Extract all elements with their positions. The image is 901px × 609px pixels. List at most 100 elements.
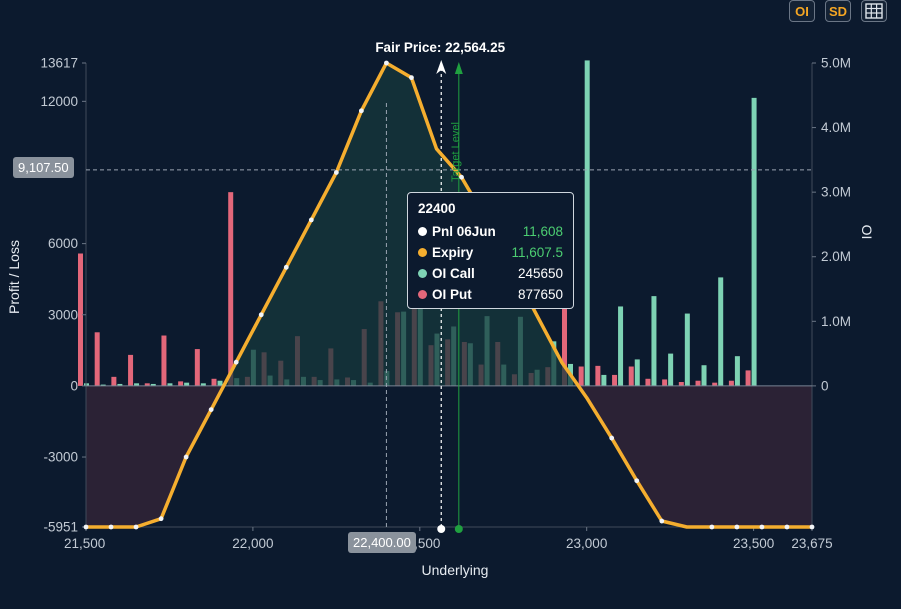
oi-call-bar bbox=[634, 359, 640, 386]
y-tick-label: 0 bbox=[70, 378, 78, 393]
oi-call-bar bbox=[134, 383, 140, 386]
tooltip-row: Expiry 11,607.5 bbox=[418, 242, 563, 263]
y2-tick-label: 5.0M bbox=[821, 56, 851, 71]
y2-tick-label: 2.0M bbox=[821, 249, 851, 264]
payoff-point bbox=[283, 264, 289, 270]
x-tick-label: 23,675 bbox=[791, 536, 832, 551]
crosshair-x-label: 22,400.00 bbox=[348, 532, 416, 553]
payoff-point bbox=[634, 478, 640, 484]
hover-tooltip: 22400 Pnl 06Jun 11,608 Expiry 11,607.5 OI Ca… bbox=[407, 192, 574, 309]
oi-put-bar bbox=[194, 349, 200, 386]
payoff-point bbox=[609, 435, 615, 441]
oi-put-bar bbox=[695, 380, 701, 386]
oi-put-bar bbox=[144, 383, 150, 386]
tooltip-label: Pnl 06Jun bbox=[432, 224, 496, 239]
tooltip-value: 245650 bbox=[517, 266, 563, 281]
oi-toggle-button[interactable]: OI bbox=[789, 0, 815, 22]
fair-price-arrow bbox=[436, 60, 447, 74]
oi-call-bar bbox=[684, 313, 690, 386]
y-tick-label: 3000 bbox=[48, 307, 78, 322]
crosshair-y-label: 9,107.50 bbox=[13, 157, 74, 178]
tooltip-label: Expiry bbox=[432, 245, 474, 260]
oi-call-bar bbox=[618, 306, 624, 386]
oi-put-bar bbox=[94, 332, 100, 386]
target-level-arrow bbox=[454, 62, 463, 74]
oi-put-bar bbox=[662, 379, 668, 386]
oi-call-bar bbox=[751, 97, 757, 386]
payoff-point bbox=[384, 60, 389, 66]
payoff-point bbox=[183, 454, 189, 460]
oi-call-bar bbox=[718, 277, 724, 386]
y-tick-label: -3000 bbox=[43, 450, 78, 465]
tooltip-value: 11,608 bbox=[522, 224, 563, 239]
grid-icon[interactable] bbox=[861, 0, 887, 22]
oi-put-bar bbox=[562, 285, 567, 386]
tooltip-value: 877650 bbox=[517, 287, 563, 302]
legend-dot-icon bbox=[418, 290, 427, 299]
payoff-point bbox=[409, 75, 414, 81]
legend-dot-icon bbox=[418, 248, 427, 257]
payoff-point bbox=[308, 217, 314, 223]
oi-put-bar bbox=[111, 376, 117, 386]
oi-put-bar bbox=[228, 192, 234, 386]
y2-tick-label: 4.0M bbox=[821, 120, 851, 135]
oi-put-bar bbox=[128, 354, 134, 386]
oi-call-bar bbox=[584, 60, 590, 386]
legend-dot-icon bbox=[418, 227, 427, 236]
tooltip-value: 11,607.5 bbox=[511, 245, 563, 260]
x-tick-label: 23,000 bbox=[566, 536, 607, 551]
payoff-line bbox=[86, 61, 812, 529]
oi-put-bar bbox=[712, 382, 718, 386]
tooltip-row: OI Call 245650 bbox=[418, 263, 563, 284]
x-tick-label: 21,500 bbox=[64, 536, 105, 551]
oi-put-bar bbox=[745, 370, 751, 386]
oi-put-bar bbox=[612, 374, 618, 386]
oi-call-bar bbox=[734, 356, 740, 386]
tooltip-row: Pnl 06Jun 11,608 bbox=[418, 221, 563, 242]
payoff-point bbox=[258, 312, 264, 318]
tooltip-label: OI Call bbox=[432, 266, 475, 281]
payoff-point bbox=[734, 524, 740, 530]
oi-put-bar bbox=[678, 382, 684, 386]
oi-call-bar bbox=[651, 296, 657, 386]
oi-call-bar bbox=[184, 382, 190, 386]
y-tick-label: 12000 bbox=[40, 94, 78, 109]
x-tick-label: 23,500 bbox=[733, 536, 774, 551]
toolbar: OI SD bbox=[789, 0, 887, 22]
y-tick-label: 13617 bbox=[40, 56, 78, 71]
y2-tick-label: 0 bbox=[821, 378, 829, 393]
oi-call-bar bbox=[601, 374, 607, 386]
x-tick-label: 22,000 bbox=[232, 536, 273, 551]
oi-put-bar bbox=[645, 378, 651, 386]
y2-tick-label: 1.0M bbox=[821, 314, 851, 329]
oi-call-bar bbox=[217, 380, 223, 386]
oi-put-bar bbox=[595, 365, 601, 386]
y-tick-label: -5951 bbox=[43, 520, 78, 535]
payoff-point bbox=[809, 524, 815, 530]
oi-call-bar bbox=[701, 365, 707, 386]
payoff-point bbox=[158, 516, 164, 522]
payoff-point bbox=[208, 407, 214, 413]
payoff-point bbox=[759, 524, 765, 530]
tooltip-label: OI Put bbox=[432, 287, 472, 302]
oi-call-bar bbox=[167, 383, 173, 386]
payoff-point bbox=[133, 524, 139, 530]
oi-put-bar bbox=[178, 381, 184, 386]
y-tick-label: 6000 bbox=[48, 236, 78, 251]
x-axis-title: Underlying bbox=[422, 562, 489, 578]
oi-put-bar bbox=[628, 366, 634, 386]
y-axis-title: Profit / Loss bbox=[6, 240, 22, 314]
legend-dot-icon bbox=[418, 269, 427, 278]
payoff-point bbox=[709, 524, 715, 530]
oi-put-bar bbox=[211, 378, 217, 386]
oi-call-bar bbox=[150, 383, 156, 386]
target-level-label: Target Level bbox=[450, 122, 462, 182]
oi-put-bar bbox=[161, 335, 167, 386]
oi-call-bar bbox=[100, 384, 106, 386]
payoff-point bbox=[333, 170, 339, 175]
loss-area bbox=[86, 385, 812, 527]
payoff-point bbox=[459, 174, 464, 180]
payoff-point bbox=[358, 108, 364, 114]
payoff-point bbox=[784, 524, 790, 530]
sd-toggle-button[interactable]: SD bbox=[825, 0, 851, 22]
